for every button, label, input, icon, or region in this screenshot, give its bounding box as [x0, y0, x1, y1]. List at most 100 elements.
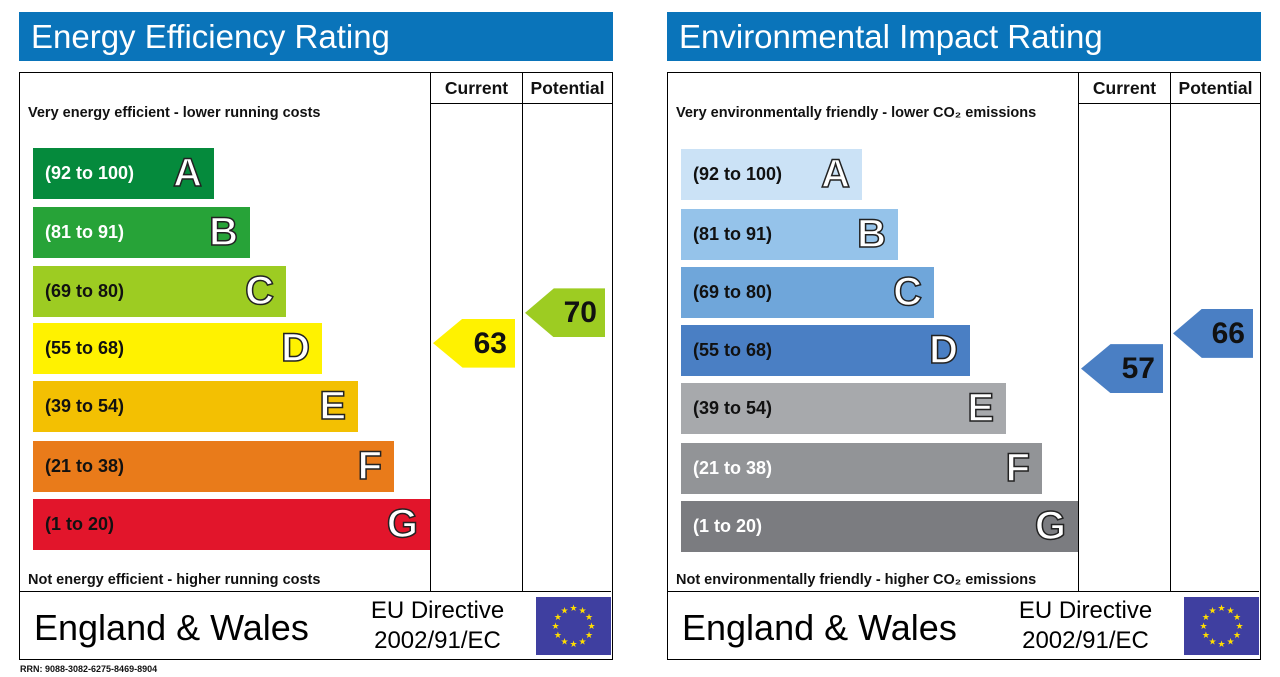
- svg-text:★: ★: [1199, 622, 1207, 632]
- current-rating-arrow: 57: [1081, 344, 1163, 394]
- band-range-label: (1 to 20): [693, 516, 763, 536]
- country-label: England & Wales: [34, 607, 309, 648]
- svg-text:★: ★: [585, 631, 593, 641]
- band-letter: C: [244, 268, 274, 314]
- energy-efficiency-panel: Energy Efficiency Rating Current Potenti…: [19, 12, 613, 660]
- svg-text:★: ★: [1233, 631, 1241, 641]
- svg-text:★: ★: [554, 631, 562, 641]
- footer: England & Wales EU Directive 2002/91/EC …: [668, 593, 1259, 659]
- current-rating-arrow: 63: [433, 318, 515, 368]
- rating-band-a: (92 to 100) A: [681, 149, 862, 200]
- svg-text:★: ★: [551, 622, 559, 632]
- band-range-label: (55 to 68): [45, 338, 125, 358]
- footer: England & Wales EU Directive 2002/91/EC …: [20, 593, 611, 659]
- potential-rating-arrow: 66: [1173, 308, 1253, 358]
- band-letter: B: [208, 209, 238, 255]
- band-range-label: (39 to 54): [693, 398, 773, 418]
- rating-band-a: (92 to 100) A: [33, 148, 214, 199]
- band-range-label: (81 to 91): [45, 222, 125, 242]
- current-column-header: Current: [1092, 78, 1157, 98]
- band-letter: F: [1005, 445, 1031, 491]
- rating-band-b: (81 to 91) B: [681, 209, 898, 260]
- band-range-label: (92 to 100): [45, 163, 135, 183]
- svg-text:★: ★: [578, 606, 586, 616]
- environmental-impact-panel: Environmental Impact Rating Current Pote…: [667, 12, 1261, 660]
- svg-text:★: ★: [1202, 631, 1210, 641]
- current-column-header: Current: [444, 78, 509, 98]
- rating-band-c: (69 to 80) C: [33, 266, 286, 317]
- bottom-note: Not energy efficient - higher running co…: [28, 572, 321, 588]
- band-range-label: (55 to 68): [693, 340, 773, 360]
- potential-column-header: Potential: [530, 78, 605, 98]
- rating-band-b: (81 to 91) B: [33, 207, 250, 258]
- top-note: Very environmentally friendly - lower CO…: [676, 105, 1037, 121]
- rating-band-e: (39 to 54) E: [33, 381, 358, 432]
- country-label: England & Wales: [682, 607, 957, 648]
- directive-line-2: 2002/91/EC: [1022, 627, 1149, 654]
- svg-text:★: ★: [569, 640, 577, 650]
- svg-text:★: ★: [1208, 638, 1216, 648]
- rating-band-f: (21 to 38) F: [33, 441, 394, 492]
- column-divider: [1170, 73, 1171, 591]
- rrn-reference: RRN: 9088-3082-6275-8469-8904: [20, 664, 158, 674]
- svg-text:★: ★: [1208, 606, 1216, 616]
- band-range-label: (69 to 80): [45, 281, 125, 301]
- svg-text:★: ★: [1202, 613, 1210, 623]
- rating-band-g: (1 to 20) G: [681, 501, 1078, 552]
- column-divider: [430, 73, 431, 591]
- band-range-label: (21 to 38): [693, 458, 773, 478]
- rating-band-d: (55 to 68) D: [681, 325, 970, 376]
- svg-text:★: ★: [587, 622, 595, 632]
- directive-label: EU Directive 2002/91/EC: [1008, 596, 1163, 656]
- band-letter: E: [319, 383, 347, 429]
- chart-title: Energy Efficiency Rating: [19, 12, 613, 61]
- eu-flag-icon: ★★★★★★★★★ ★ ★★: [1184, 597, 1259, 655]
- rating-band-c: (69 to 80) C: [681, 267, 934, 318]
- band-letter: B: [856, 211, 886, 257]
- svg-text:★: ★: [1226, 606, 1234, 616]
- svg-text:★: ★: [554, 613, 562, 623]
- band-letter: G: [1034, 503, 1067, 549]
- band-range-label: (81 to 91): [693, 224, 773, 244]
- band-range-label: (69 to 80): [693, 282, 773, 302]
- svg-text:★: ★: [569, 604, 577, 614]
- rating-band-e: (39 to 54) E: [681, 383, 1006, 434]
- top-note: Very energy efficient - lower running co…: [28, 105, 321, 121]
- directive-line-1: EU Directive: [1018, 597, 1153, 624]
- potential-column-header: Potential: [1178, 78, 1253, 98]
- band-range-label: (92 to 100): [693, 164, 783, 184]
- column-divider: [522, 73, 523, 591]
- chart-title: Environmental Impact Rating: [667, 12, 1261, 61]
- band-letter: E: [967, 385, 995, 431]
- band-range-label: (1 to 20): [45, 514, 115, 534]
- potential-rating-arrow: 70: [525, 288, 605, 338]
- band-letter: A: [820, 151, 850, 197]
- bottom-note: Not environmentally friendly - higher CO…: [676, 572, 1037, 588]
- band-letter: C: [892, 269, 922, 315]
- directive-line-1: EU Directive: [370, 597, 505, 624]
- footer-divider: [20, 591, 611, 592]
- svg-text:★: ★: [1217, 604, 1225, 614]
- column-divider: [1078, 73, 1079, 591]
- band-range-label: (21 to 38): [45, 456, 125, 476]
- rating-band-f: (21 to 38) F: [681, 443, 1042, 494]
- svg-text:★: ★: [1233, 613, 1241, 623]
- svg-text:★: ★: [1235, 622, 1243, 632]
- svg-text:★: ★: [560, 638, 568, 648]
- directive-label: EU Directive 2002/91/EC: [360, 596, 515, 656]
- svg-text:★: ★: [1217, 640, 1225, 650]
- svg-text:★: ★: [578, 638, 586, 648]
- svg-text:★: ★: [1226, 638, 1234, 648]
- svg-text:★: ★: [560, 606, 568, 616]
- header-divider: [1078, 103, 1260, 104]
- header-divider: [430, 103, 612, 104]
- chart-frame: Current Potential Very energy efficient …: [19, 72, 613, 660]
- eu-flag-icon: ★★★★★★★★★ ★ ★★: [536, 597, 611, 655]
- band-letter: A: [172, 150, 202, 196]
- band-letter: D: [928, 327, 958, 373]
- band-range-label: (39 to 54): [45, 396, 125, 416]
- band-letter: G: [386, 501, 419, 547]
- svg-text:★: ★: [585, 613, 593, 623]
- rating-band-g: (1 to 20) G: [33, 499, 430, 550]
- chart-frame: Current Potential Very environmentally f…: [667, 72, 1261, 660]
